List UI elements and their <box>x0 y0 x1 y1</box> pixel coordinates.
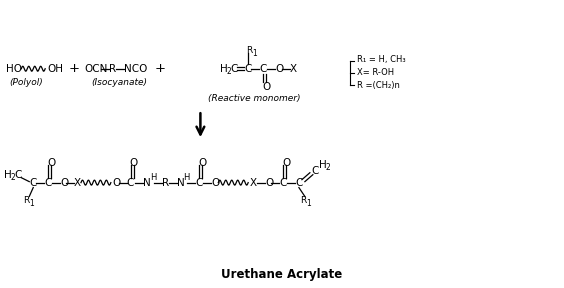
Text: C: C <box>230 64 237 74</box>
Text: O: O <box>212 178 219 187</box>
Text: C: C <box>29 178 37 187</box>
Text: O: O <box>60 178 68 187</box>
Text: NCO: NCO <box>124 64 147 74</box>
Text: O: O <box>262 82 270 92</box>
Text: N: N <box>143 178 151 187</box>
Text: (Reactive monomer): (Reactive monomer) <box>208 94 301 103</box>
Text: R: R <box>109 64 116 74</box>
Text: H: H <box>5 170 12 180</box>
Text: N: N <box>177 178 184 187</box>
Text: (Polyol): (Polyol) <box>10 78 43 87</box>
Text: R =(CH₂)n: R =(CH₂)n <box>356 81 399 90</box>
Text: O: O <box>199 158 206 168</box>
Text: R: R <box>23 196 29 205</box>
Text: C: C <box>127 178 134 187</box>
Text: R₁ = H, CH₃: R₁ = H, CH₃ <box>356 55 406 64</box>
Text: X: X <box>250 178 257 187</box>
Text: OH: OH <box>47 64 63 74</box>
Text: C: C <box>14 170 21 180</box>
Text: O: O <box>275 64 283 74</box>
Text: +: + <box>69 62 80 75</box>
Text: X: X <box>290 64 297 74</box>
Text: 2: 2 <box>326 163 331 172</box>
Text: Urethane Acrylate: Urethane Acrylate <box>222 268 342 281</box>
Text: O: O <box>130 158 138 168</box>
Text: H: H <box>221 64 228 74</box>
Text: 2: 2 <box>226 67 231 76</box>
Text: R: R <box>162 178 169 187</box>
Text: R: R <box>300 196 306 205</box>
Text: (Isocyanate): (Isocyanate) <box>91 78 147 87</box>
Text: R: R <box>246 46 253 55</box>
Text: HO: HO <box>6 64 23 74</box>
Text: X= R-OH: X= R-OH <box>356 68 394 77</box>
Text: 1: 1 <box>29 199 34 208</box>
Text: O: O <box>265 178 274 187</box>
Text: 1: 1 <box>252 49 257 58</box>
Text: O: O <box>47 158 55 168</box>
Text: C: C <box>312 166 319 176</box>
Text: H: H <box>149 173 156 182</box>
Text: OCN: OCN <box>84 64 107 74</box>
Text: X: X <box>74 178 81 187</box>
Text: C: C <box>295 178 302 187</box>
Text: +: + <box>155 62 166 75</box>
Text: O: O <box>113 178 121 187</box>
Text: O: O <box>282 158 290 168</box>
Text: H: H <box>319 160 327 170</box>
Text: C: C <box>196 178 203 187</box>
Text: C: C <box>244 64 252 74</box>
Text: 2: 2 <box>10 173 15 182</box>
Text: C: C <box>44 178 51 187</box>
Text: 1: 1 <box>306 199 311 208</box>
Text: H: H <box>183 173 190 182</box>
Text: C: C <box>259 64 266 74</box>
Text: C: C <box>279 178 287 187</box>
